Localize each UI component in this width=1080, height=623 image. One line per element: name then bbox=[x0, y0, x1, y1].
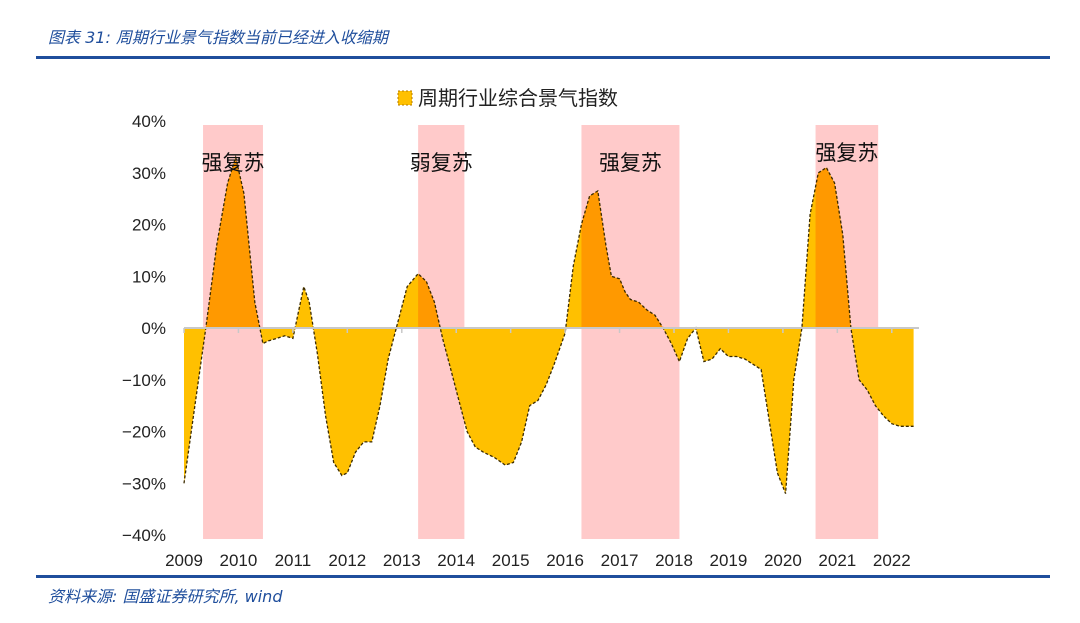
axes: 40% 30% 20% 10% 0% −10% −20% −30% −40% 2009 2010 20… bbox=[122, 112, 919, 570]
y-tick-label: −30% bbox=[122, 474, 166, 493]
y-tick-label: −20% bbox=[122, 423, 166, 442]
x-tick-label: 2012 bbox=[328, 551, 366, 570]
x-tick-label: 2014 bbox=[437, 551, 475, 570]
legend-label: 周期行业综合景气指数 bbox=[418, 86, 618, 110]
y-tick-label: −40% bbox=[122, 526, 166, 545]
x-tick-label: 2016 bbox=[546, 551, 584, 570]
x-tick-label: 2009 bbox=[165, 551, 203, 570]
area-series bbox=[183, 154, 914, 494]
bottom-rule bbox=[36, 575, 1050, 578]
legend-swatch bbox=[397, 90, 413, 106]
source-note: 资料来源: 国盛证券研究所, wind bbox=[48, 587, 283, 606]
y-tick-label: 30% bbox=[132, 164, 166, 183]
x-tick-label: 2019 bbox=[710, 551, 748, 570]
x-tick-label: 2011 bbox=[275, 551, 312, 570]
band-label: 强复苏 bbox=[599, 151, 662, 175]
x-tick-label: 2020 bbox=[764, 551, 802, 570]
x-tick-label: 2017 bbox=[601, 551, 639, 570]
y-tick-label: 0% bbox=[141, 319, 166, 338]
x-tick-label: 2015 bbox=[492, 551, 530, 570]
band-label: 弱复苏 bbox=[410, 151, 473, 175]
y-tick-label: 10% bbox=[132, 267, 166, 286]
x-tick-label: 2013 bbox=[383, 551, 421, 570]
figure-title: 图表 31: 周期行业景气指数当前已经进入收缩期 bbox=[48, 28, 388, 47]
top-rule bbox=[36, 56, 1050, 59]
area-fill bbox=[184, 157, 914, 494]
legend: 周期行业综合景气指数 bbox=[397, 86, 618, 110]
y-tick-label: −10% bbox=[122, 371, 166, 390]
x-tick-label: 2010 bbox=[220, 551, 258, 570]
series-line bbox=[183, 154, 914, 494]
x-tick-label: 2021 bbox=[818, 551, 856, 570]
x-tick-label: 2022 bbox=[873, 551, 911, 570]
y-tick-label: 40% bbox=[132, 112, 166, 131]
band-label: 强复苏 bbox=[202, 151, 265, 175]
band-label: 强复苏 bbox=[815, 141, 878, 165]
band-labels: 强复苏 弱复苏 强复苏 强复苏 bbox=[202, 141, 879, 175]
y-tick-label: 20% bbox=[132, 216, 166, 235]
x-tick-label: 2018 bbox=[655, 551, 693, 570]
